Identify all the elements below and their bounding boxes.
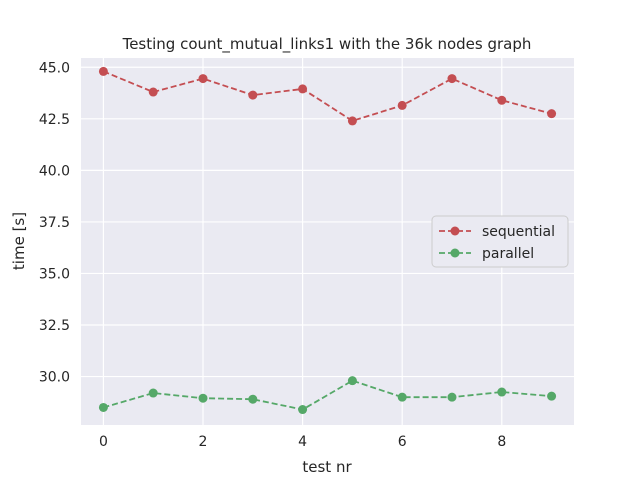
legend-label: sequential — [482, 224, 555, 240]
y-tick-label: 30.0 — [39, 370, 70, 386]
sequential-point — [347, 116, 357, 126]
y-tick-label: 45.0 — [39, 60, 70, 76]
y-tick-label: 32.5 — [39, 318, 70, 334]
parallel-point — [298, 405, 308, 415]
legend-entry-parallel: parallel — [439, 246, 534, 262]
parallel-line — [103, 379, 552, 411]
parallel-point — [447, 392, 457, 402]
x-axis-ticks: 0 2 4 6 8 — [99, 434, 506, 450]
series-layer — [98, 66, 557, 415]
series-parallel — [98, 376, 557, 415]
legend-box — [431, 215, 569, 268]
parallel-point — [148, 388, 158, 398]
x-tick-label: 6 — [398, 434, 407, 450]
sequential-point — [497, 95, 507, 105]
sequential-point — [148, 87, 158, 97]
sequential-point — [248, 90, 258, 100]
sequential-point — [98, 66, 108, 76]
sequential-point — [447, 74, 457, 84]
legend-marker — [450, 226, 460, 236]
sequential-point — [298, 84, 308, 94]
legend-marker — [450, 248, 460, 258]
x-tick-label: 0 — [99, 434, 108, 450]
sequential-point — [547, 109, 557, 119]
legend-label: parallel — [482, 246, 534, 262]
x-tick-label: 2 — [199, 434, 208, 450]
y-tick-label: 37.5 — [39, 215, 70, 231]
parallel-point — [98, 402, 108, 412]
x-tick-label: 8 — [497, 434, 506, 450]
y-tick-label: 42.5 — [39, 112, 70, 128]
legend: sequential parallel — [431, 215, 569, 268]
grid — [81, 58, 574, 425]
x-axis-label: test nr — [302, 458, 352, 476]
parallel-point — [198, 393, 208, 403]
y-tick-label: 35.0 — [39, 266, 70, 282]
sequential-point — [397, 100, 407, 110]
parallel-point — [248, 394, 258, 404]
parallel-point — [347, 376, 357, 386]
y-axis-ticks: 30.0 32.5 35.0 37.5 40.0 42.5 45.0 — [39, 60, 70, 385]
chart-title: Testing count_mutual_links1 with the 36k… — [122, 35, 532, 54]
sequential-point — [198, 74, 208, 84]
parallel-point — [547, 391, 557, 401]
legend-entry-sequential: sequential — [439, 224, 555, 240]
parallel-point — [397, 392, 407, 402]
parallel-point — [497, 387, 507, 397]
y-tick-label: 40.0 — [39, 163, 70, 179]
sequential-line — [103, 70, 552, 122]
y-axis-label: time [s] — [10, 212, 28, 270]
x-tick-label: 4 — [298, 434, 307, 450]
series-sequential — [98, 66, 557, 126]
